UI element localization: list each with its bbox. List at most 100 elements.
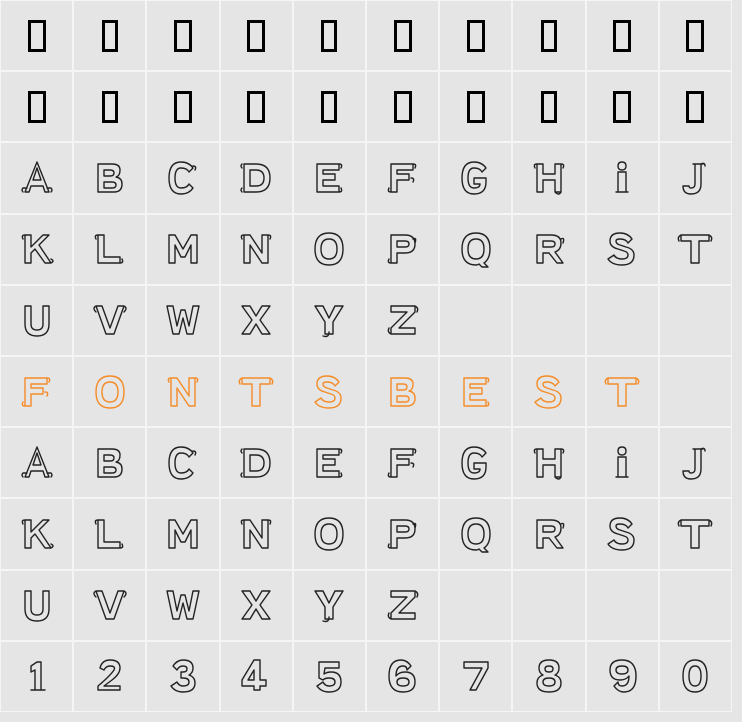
grid-cell (73, 570, 146, 641)
grid-cell (146, 0, 219, 71)
grid-cell (586, 427, 659, 498)
glyph-N (236, 514, 276, 554)
grid-cell (659, 214, 732, 285)
grid-cell (73, 142, 146, 213)
grid-cell (366, 0, 439, 71)
glyph-K (17, 514, 57, 554)
grid-cell (439, 285, 512, 356)
glyph-S (529, 372, 569, 412)
grid-cell (220, 356, 293, 427)
grid-cell (220, 427, 293, 498)
grid-cell (512, 142, 585, 213)
grid-cell (439, 71, 512, 142)
glyph-S (602, 514, 642, 554)
glyph-H (529, 158, 569, 198)
glyph-T (602, 372, 642, 412)
glyph-T (675, 229, 715, 269)
missing-glyph-placeholder (28, 91, 46, 123)
glyph-C (163, 158, 203, 198)
grid-cell (293, 356, 366, 427)
glyph-J (675, 443, 715, 483)
grid-cell (220, 641, 293, 712)
grid-cell (293, 142, 366, 213)
grid-cell (439, 641, 512, 712)
glyph-E (309, 158, 349, 198)
grid-cell (586, 71, 659, 142)
glyph-D (236, 443, 276, 483)
missing-glyph-placeholder (467, 20, 485, 52)
glyph-O (309, 514, 349, 554)
glyph-7 (456, 656, 496, 696)
grid-cell (293, 498, 366, 569)
grid-cell (293, 427, 366, 498)
grid-cell (366, 285, 439, 356)
glyph-L (90, 514, 130, 554)
grid-cell (293, 285, 366, 356)
glyph-R (529, 514, 569, 554)
grid-cell (220, 71, 293, 142)
grid-cell (73, 427, 146, 498)
grid-cell (512, 71, 585, 142)
grid-cell (512, 427, 585, 498)
grid-cell (220, 570, 293, 641)
grid-cell (0, 285, 73, 356)
grid-cell (293, 570, 366, 641)
grid-cell (512, 356, 585, 427)
glyph-F (383, 443, 423, 483)
grid-cell (146, 285, 219, 356)
grid-cell (586, 214, 659, 285)
missing-glyph-placeholder (247, 20, 265, 52)
glyph-5 (309, 656, 349, 696)
glyph-X (236, 300, 276, 340)
glyph-6 (383, 656, 423, 696)
glyph-P (383, 514, 423, 554)
glyph-O (309, 229, 349, 269)
glyph-N (236, 229, 276, 269)
grid-cell (512, 285, 585, 356)
glyph-V (90, 585, 130, 625)
grid-cell (293, 0, 366, 71)
glyph-V (90, 300, 130, 340)
glyph-A (17, 158, 57, 198)
grid-cell (73, 285, 146, 356)
glyph-3 (163, 656, 203, 696)
grid-cell (659, 285, 732, 356)
grid-cell (0, 142, 73, 213)
grid-cell (366, 71, 439, 142)
missing-glyph-placeholder (321, 91, 337, 123)
grid-cell (659, 570, 732, 641)
grid-cell (439, 427, 512, 498)
glyph-B (90, 443, 130, 483)
grid-cell (586, 570, 659, 641)
grid-cell (366, 142, 439, 213)
grid-cell (659, 641, 732, 712)
glyph-Q (456, 514, 496, 554)
missing-glyph-placeholder (174, 91, 192, 123)
grid-cell (512, 641, 585, 712)
grid-cell (73, 641, 146, 712)
missing-glyph-placeholder (28, 20, 46, 52)
glyph-B (383, 372, 423, 412)
grid-cell (439, 356, 512, 427)
grid-cell (439, 142, 512, 213)
grid-cell (659, 142, 732, 213)
missing-glyph-placeholder (102, 91, 118, 123)
grid-cell (0, 427, 73, 498)
glyph-E (309, 443, 349, 483)
glyph-J (675, 158, 715, 198)
glyph-L (90, 229, 130, 269)
grid-cell (146, 214, 219, 285)
glyph-1 (17, 656, 57, 696)
character-grid (0, 0, 742, 712)
glyph-0 (675, 656, 715, 696)
grid-cell (439, 214, 512, 285)
glyph-D (236, 158, 276, 198)
glyph-8 (529, 656, 569, 696)
missing-glyph-placeholder (102, 20, 118, 52)
glyph-C (163, 443, 203, 483)
grid-cell (146, 142, 219, 213)
glyph-N (163, 372, 203, 412)
grid-cell (0, 498, 73, 569)
glyph-F (17, 372, 57, 412)
grid-cell (73, 356, 146, 427)
